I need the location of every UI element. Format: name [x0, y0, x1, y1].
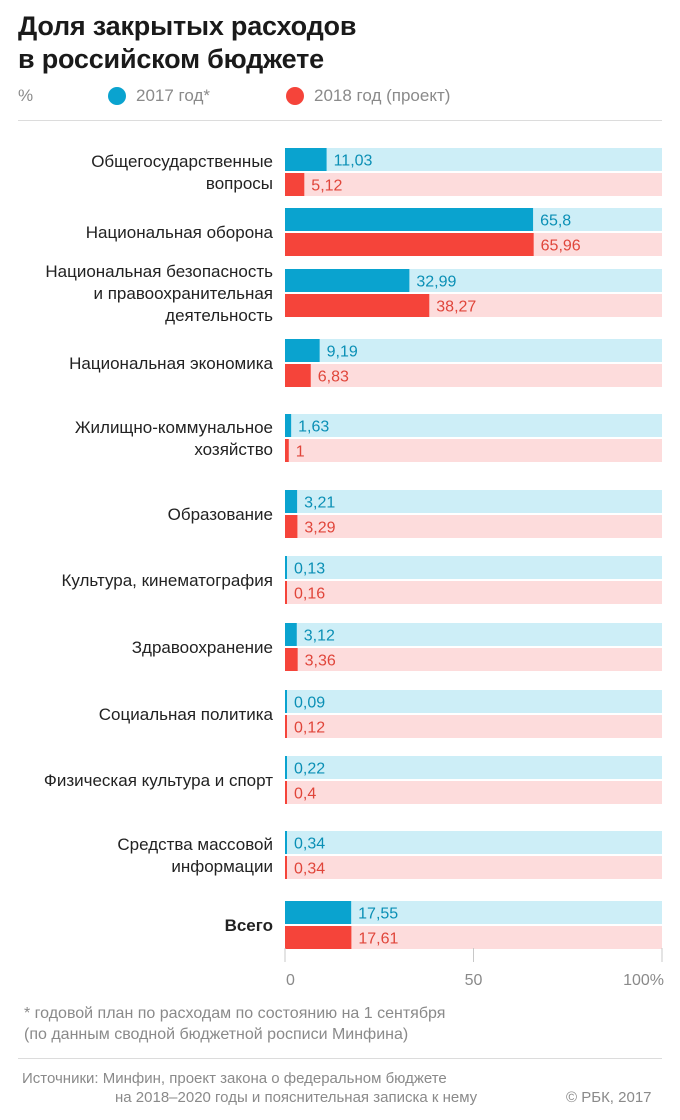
bar-track — [285, 414, 662, 437]
data-label: 3,36 — [305, 653, 336, 670]
bar-2018 — [285, 581, 287, 604]
bar-track — [285, 831, 662, 854]
bar-track — [285, 623, 662, 646]
bar-track — [285, 756, 662, 779]
bar-2017 — [285, 690, 287, 713]
bar-2017 — [285, 269, 409, 292]
data-label: 6,83 — [318, 369, 349, 386]
category-label: Образование — [168, 505, 273, 524]
data-label: 3,12 — [304, 628, 335, 645]
x-tick-label: 0 — [286, 972, 295, 989]
bar-track — [285, 439, 662, 462]
bar-2017 — [285, 756, 287, 779]
category-label: Здравоохранение — [132, 638, 273, 657]
category-label: Средства массовой — [117, 835, 273, 854]
category-label: деятельность — [165, 306, 273, 325]
bar-track — [285, 856, 662, 879]
bar-2017 — [285, 148, 327, 171]
bar-2018 — [285, 294, 429, 317]
x-tick-label: 100% — [623, 972, 664, 989]
bar-2018 — [285, 364, 311, 387]
footnote-line-1: * годовой план по расходам по состоянию … — [24, 1003, 445, 1024]
category-label: Общегосударственные — [91, 152, 273, 171]
bar-2018 — [285, 648, 298, 671]
data-label: 0,22 — [294, 761, 325, 778]
bar-2017 — [285, 208, 533, 231]
bar-chart: Общегосударственные вопросы 11,03 5,12 Нацио… — [0, 0, 680, 1000]
sources-line-1: Источники: Минфин, проект закона о федер… — [22, 1069, 477, 1088]
footnote: * годовой план по расходам по состоянию … — [24, 1003, 445, 1045]
bar-2018 — [285, 856, 287, 879]
bar-track — [285, 490, 662, 513]
data-label: 5,12 — [311, 178, 342, 195]
bar-2018 — [285, 715, 287, 738]
bar-track — [285, 648, 662, 671]
data-label: 0,13 — [294, 561, 325, 578]
bar-2017 — [285, 831, 287, 854]
footer-divider — [18, 1058, 662, 1059]
data-label: 65,8 — [540, 213, 571, 230]
category-label: информации — [171, 857, 273, 876]
bar-2017 — [285, 414, 291, 437]
bar-2017 — [285, 901, 351, 924]
data-label: 9,19 — [327, 344, 358, 361]
category-label: Всего — [225, 916, 273, 935]
bar-2018 — [285, 515, 297, 538]
data-label: 0,09 — [294, 695, 325, 712]
footnote-line-2: (по данным сводной бюджетной росписи Мин… — [24, 1024, 445, 1045]
category-label: Физическая культура и спорт — [44, 771, 273, 790]
bar-2018 — [285, 233, 534, 256]
category-label: хозяйство — [194, 440, 273, 459]
data-label: 17,61 — [358, 931, 398, 948]
bar-2018 — [285, 781, 287, 804]
data-label: 3,21 — [304, 495, 335, 512]
data-label: 0,34 — [294, 861, 325, 878]
bar-track — [285, 515, 662, 538]
bar-2017 — [285, 556, 287, 579]
bar-track — [285, 581, 662, 604]
data-label: 1 — [296, 444, 305, 461]
category-label: вопросы — [206, 174, 273, 193]
copyright: © РБК, 2017 — [566, 1088, 652, 1107]
category-label: Культура, кинематография — [61, 571, 273, 590]
bar-track — [285, 556, 662, 579]
bar-2017 — [285, 623, 297, 646]
bar-track — [285, 715, 662, 738]
data-label: 32,99 — [416, 274, 456, 291]
category-label: Национальная безопасность — [45, 262, 273, 281]
category-label: Национальная оборона — [86, 223, 274, 242]
bar-2018 — [285, 926, 351, 949]
bar-track — [285, 690, 662, 713]
data-label: 0,4 — [294, 786, 316, 803]
bar-track — [285, 781, 662, 804]
data-label: 0,16 — [294, 586, 325, 603]
sources-line-2: на 2018–2020 годы и пояснительная записк… — [22, 1088, 477, 1107]
bar-2018 — [285, 173, 304, 196]
category-label: и правоохранительная — [94, 284, 274, 303]
sources: Источники: Минфин, проект закона о федер… — [22, 1069, 477, 1107]
category-label: Жилищно-коммунальное — [75, 418, 273, 437]
data-label: 11,03 — [334, 153, 373, 170]
category-label: Национальная экономика — [69, 354, 273, 373]
data-label: 0,34 — [294, 836, 325, 853]
category-label: Социальная политика — [99, 705, 274, 724]
data-label: 38,27 — [436, 299, 476, 316]
data-label: 17,55 — [358, 906, 398, 923]
data-label: 0,12 — [294, 720, 325, 737]
data-label: 1,63 — [298, 419, 329, 436]
data-label: 3,29 — [304, 520, 335, 537]
bar-2017 — [285, 490, 297, 513]
x-tick-label: 50 — [465, 972, 483, 989]
bar-2018 — [285, 439, 289, 462]
data-label: 65,96 — [541, 238, 581, 255]
bar-2017 — [285, 339, 320, 362]
